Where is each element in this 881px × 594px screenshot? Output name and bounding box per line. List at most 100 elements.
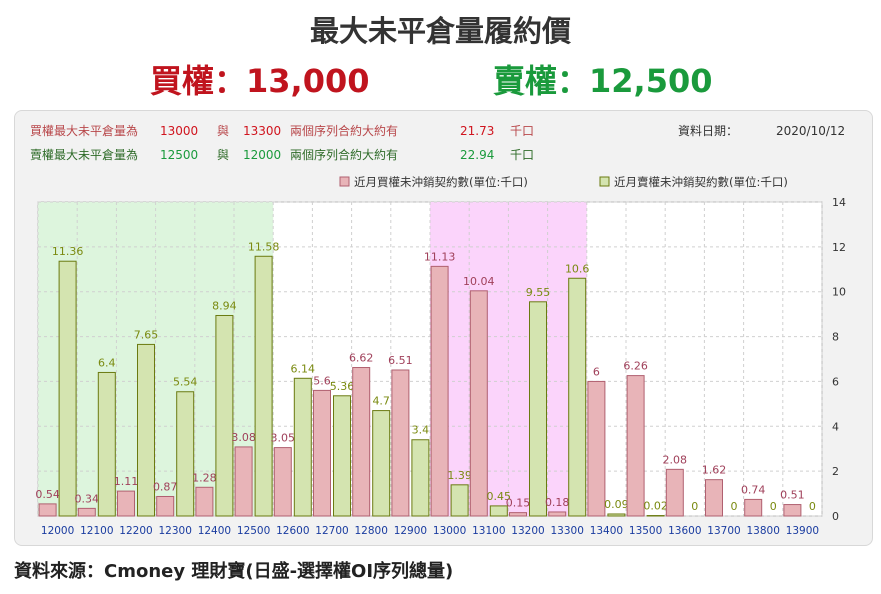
- y-tick-label: 8: [832, 331, 839, 344]
- y-tick-label: 2: [832, 465, 839, 478]
- call-value-label-12800: 6.62: [349, 352, 374, 365]
- put-value-label-12700: 5.36: [330, 380, 355, 393]
- call-value-label-12300: 0.87: [153, 480, 178, 493]
- call-bar-13500: [626, 375, 645, 517]
- call-value-label-12700: 5.6: [313, 374, 331, 387]
- put-value-label-13500: 0.02: [643, 500, 668, 513]
- put-value-label-12100: 6.4: [98, 356, 116, 369]
- x-tick-label-13800: 13800: [746, 525, 779, 537]
- summary-put-strike2: 12000: [243, 148, 282, 162]
- put-bar-13300: [568, 277, 587, 517]
- call-bar-12100: [77, 507, 96, 517]
- call-value-label-12100: 0.34: [75, 492, 100, 505]
- call-max-strike: 買權：13,000: [150, 62, 370, 100]
- put-bar-12800: [372, 410, 391, 517]
- data-date-label: 資料日期：: [678, 124, 739, 138]
- call-bar-13600: [665, 468, 684, 517]
- call-value-label-13100: 10.04: [463, 275, 495, 288]
- call-bar-12500: [234, 446, 253, 517]
- call-bar-13800: [744, 498, 763, 517]
- call-bar-13100: [469, 290, 488, 517]
- x-tick-label-12400: 12400: [198, 525, 231, 537]
- put-value-label-13100: 0.45: [487, 490, 512, 503]
- put-value-label-13800: 0: [770, 500, 777, 513]
- summary-put-unit: 千口: [510, 148, 535, 162]
- summary-put-strike1: 12500: [160, 148, 199, 162]
- call-bar-13000: [430, 265, 449, 517]
- y-tick-label: 6: [832, 375, 839, 388]
- put-bar-13000: [450, 484, 469, 517]
- put-value-label-13200: 9.55: [526, 286, 551, 299]
- summary-call-text: 兩個序列合約大約有: [290, 124, 399, 138]
- x-tick-label-13200: 13200: [511, 525, 544, 537]
- call-bar-12800: [352, 367, 371, 517]
- put-value-label-13300: 10.6: [565, 262, 590, 275]
- y-tick-label: 4: [832, 420, 839, 433]
- put-value-label-13000: 1.39: [447, 469, 472, 482]
- legend-swatch-call: [339, 176, 350, 187]
- call-value-label-12400: 1.28: [192, 471, 217, 484]
- call-value-label-13600: 2.08: [663, 453, 688, 466]
- call-value-label-13200: 0.15: [506, 497, 531, 510]
- summary-call-value: 21.73: [460, 124, 495, 138]
- summary-put-and: 與: [217, 148, 230, 162]
- x-tick-label-12300: 12300: [158, 525, 191, 537]
- call-bar-12200: [117, 490, 135, 517]
- x-tick-label-13700: 13700: [707, 525, 740, 537]
- call-value-label-13700: 1.62: [702, 464, 727, 477]
- call-bar-12400: [195, 486, 214, 517]
- put-bar-12000: [58, 260, 77, 517]
- data-source: 資料來源：Cmoney 理財寶(日盛-選擇權OI序列總量): [14, 561, 454, 582]
- call-bar-12300: [156, 495, 175, 517]
- call-bar-13200: [509, 512, 527, 517]
- put-bar-12400: [215, 314, 234, 517]
- call-value-label-13900: 0.51: [780, 489, 805, 502]
- summary-call-strike2: 13300: [243, 124, 282, 138]
- summary-call-strike1: 13000: [160, 124, 199, 138]
- x-tick-label-13900: 13900: [786, 525, 819, 537]
- put-bar-13200: [529, 301, 547, 517]
- x-tick-label-12900: 12900: [394, 525, 427, 537]
- x-tick-label-13000: 13000: [433, 525, 466, 537]
- put-value-label-13900: 0: [809, 500, 816, 513]
- put-bar-12200: [137, 343, 155, 517]
- summary-call-unit: 千口: [510, 124, 535, 138]
- legend-label-call: 近月買權未沖銷契約數(單位:千口): [354, 175, 528, 189]
- call-value-label-12900: 6.51: [388, 354, 413, 367]
- put-value-label-12600: 6.14: [291, 362, 316, 375]
- put-max-strike: 賣權：12,500: [493, 62, 713, 100]
- call-value-label-13500: 6.26: [623, 360, 648, 373]
- call-bar-12900: [391, 369, 410, 517]
- x-tick-label-13100: 13100: [472, 525, 505, 537]
- x-tick-label-12100: 12100: [80, 525, 113, 537]
- call-bar-13700: [705, 479, 723, 517]
- legend-label-put: 近月賣權未沖銷契約數(單位:千口): [614, 175, 788, 189]
- put-value-label-13700: 0: [731, 500, 738, 513]
- call-bar-12700: [313, 389, 331, 517]
- call-value-label-13300: 0.18: [545, 496, 570, 509]
- page-title: 最大未平倉量履約價: [309, 14, 571, 48]
- call-value-label-12200: 1.11: [114, 475, 139, 488]
- put-value-label-13600: 0: [691, 500, 698, 513]
- put-value-label-12300: 5.54: [173, 376, 198, 389]
- put-bar-12700: [333, 395, 351, 517]
- put-bar-12300: [176, 391, 195, 517]
- x-tick-label-13300: 13300: [550, 525, 583, 537]
- put-bar-13100: [489, 505, 508, 517]
- x-tick-label-12200: 12200: [119, 525, 152, 537]
- put-bar-12600: [293, 377, 312, 517]
- call-value-label-12500: 3.08: [231, 431, 256, 444]
- put-value-label-12900: 3.4: [412, 424, 430, 437]
- call-bar-12600: [273, 447, 292, 517]
- y-tick-label: 10: [832, 286, 846, 299]
- y-tick-label: 14: [832, 196, 846, 209]
- x-tick-label-13600: 13600: [668, 525, 701, 537]
- x-tick-label-13400: 13400: [590, 525, 623, 537]
- data-date-value: 2020/10/12: [776, 124, 846, 138]
- call-bar-12000: [38, 503, 57, 517]
- put-value-label-12400: 8.94: [212, 299, 237, 312]
- put-bar-12500: [254, 255, 273, 517]
- x-tick-label-12500: 12500: [237, 525, 270, 537]
- x-tick-label-12800: 12800: [354, 525, 387, 537]
